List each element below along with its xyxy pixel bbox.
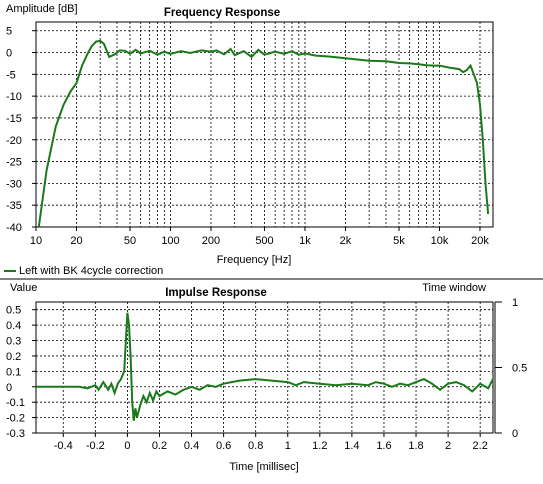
bottom-y-axis-label: Value (10, 282, 37, 294)
bottom-x-tick-label: 0.4 (184, 440, 199, 452)
bottom-y-tick-label: 0 (6, 382, 12, 394)
top-y-tick-label: -5 (6, 69, 16, 81)
frequency-response-line (37, 39, 490, 228)
top-y-tick-label: 0 (6, 48, 12, 60)
bottom-x-tick-label: 1.2 (312, 440, 327, 452)
bottom-x-tick-label: 2 (445, 440, 451, 452)
bottom-y-tick-label: 0.1 (6, 366, 21, 378)
top-x-tick-label: 10k (431, 235, 449, 247)
top-y-tick-label: -30 (6, 178, 22, 190)
top-x-tick-label: 5k (393, 235, 405, 247)
top-x-tick-label: 100 (161, 235, 179, 247)
bottom-x-tick-label: 0.6 (216, 440, 231, 452)
bottom-x-tick-label: -0.4 (54, 440, 73, 452)
top-y-axis-label: Amplitude [dB] (6, 3, 78, 15)
time-window-tick-label: 0.5 (512, 363, 527, 375)
legend[interactable]: Left with BK 4cycle correction (4, 265, 163, 277)
top-y-tick-label: -40 (6, 222, 22, 234)
top-x-tick-label: 20 (70, 235, 82, 247)
bottom-x-tick-label: 1.8 (408, 440, 423, 452)
top-y-tick-label: -10 (6, 91, 22, 103)
bottom-y-tick-label: 0.3 (6, 336, 21, 348)
bottom-y-tick-label: 0.2 (6, 351, 21, 363)
bottom-x-tick-label: 0 (124, 440, 130, 452)
top-x-axis-label: Frequency [Hz] (217, 254, 292, 266)
bottom-y-tick-label: -0.1 (6, 397, 25, 409)
top-y-tick-label: -35 (6, 200, 22, 212)
frequency-response-chart: Amplitude [dB] Frequency Response 10 20 50… (6, 3, 494, 266)
top-chart-title: Frequency Response (164, 7, 280, 19)
top-y-tick-label: -15 (6, 113, 22, 125)
top-x-tick-label: 1k (299, 235, 311, 247)
top-x-tick-label: 200 (202, 235, 220, 247)
bottom-y-tick-label: -0.2 (6, 413, 25, 425)
impulse-response-line (36, 312, 494, 421)
bottom-y-tick-label: 0.5 (6, 305, 21, 317)
legend-label: Left with BK 4cycle correction (19, 265, 163, 277)
time-window-tick-label: 0 (512, 428, 518, 440)
top-x-tick-label: 500 (255, 235, 273, 247)
bottom-x-tick-label: -0.2 (86, 440, 105, 452)
bottom-x-tick-label: 1 (285, 440, 291, 452)
bottom-x-axis-label: Time [millisec] (229, 461, 298, 473)
bottom-y-tick-label: -0.3 (6, 428, 25, 440)
bottom-x-tick-label: 0.8 (248, 440, 263, 452)
top-x-tick-label: 10 (30, 235, 42, 247)
bottom-x-tick-label: 1.6 (376, 440, 391, 452)
top-x-tick-label: 50 (124, 235, 136, 247)
bottom-x-tick-label: 1.4 (344, 440, 359, 452)
bottom-y-tick-label: 0.4 (6, 320, 21, 332)
time-window-label: Time window (422, 282, 486, 294)
bottom-plot-frame (35, 301, 494, 434)
bottom-x-tick-label: 2.2 (473, 440, 488, 452)
impulse-response-chart: Value Impulse Response Time window -0.4 -… (6, 282, 527, 473)
top-x-tick-label: 20k (471, 235, 489, 247)
top-y-tick-label: -25 (6, 157, 22, 169)
top-y-tick-label: 5 (6, 26, 12, 38)
top-x-tick-label: 2k (340, 235, 352, 247)
time-window-tick-label: 1 (512, 297, 518, 309)
bottom-chart-title: Impulse Response (165, 287, 267, 299)
top-y-tick-label: -20 (6, 135, 22, 147)
bottom-x-tick-label: 0.2 (152, 440, 167, 452)
